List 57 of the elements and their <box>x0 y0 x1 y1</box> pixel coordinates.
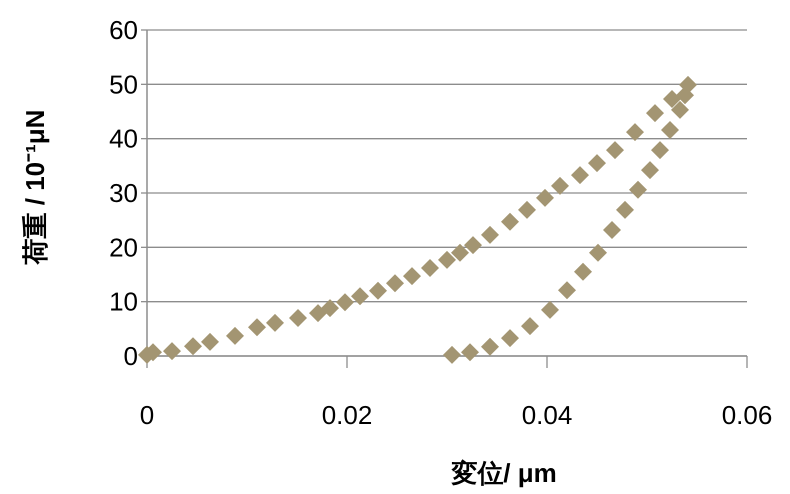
point <box>646 104 664 122</box>
point <box>501 212 519 231</box>
point <box>629 180 647 199</box>
point <box>226 326 244 345</box>
y-tick-label: 40 <box>109 124 138 154</box>
point <box>521 317 539 336</box>
point <box>481 338 499 356</box>
point <box>481 226 499 244</box>
point <box>201 332 219 351</box>
point <box>518 200 536 219</box>
point <box>651 141 669 160</box>
point <box>351 287 369 306</box>
point <box>661 120 679 139</box>
point <box>541 300 559 319</box>
x-axis-title: 変位/ μm <box>450 458 557 488</box>
y-axis-title: 荷重 / 10⁻¹μN <box>20 110 50 266</box>
point <box>551 176 569 195</box>
y-tick-label: 50 <box>109 69 138 100</box>
x-tick-label: 0.02 <box>322 400 372 430</box>
point <box>501 329 519 348</box>
point <box>464 236 482 254</box>
x-tick-label: 0.04 <box>522 400 572 430</box>
point <box>671 100 689 119</box>
point <box>443 346 461 364</box>
y-tick-label: 30 <box>109 178 138 208</box>
point <box>421 258 439 277</box>
y-tick-label: 0 <box>124 341 138 371</box>
y-tick-label: 60 <box>109 15 138 45</box>
point <box>626 123 644 142</box>
point <box>163 342 181 360</box>
point <box>309 304 327 322</box>
point <box>536 188 554 207</box>
point <box>438 250 456 269</box>
point <box>641 161 659 180</box>
point <box>588 154 606 172</box>
point <box>574 262 592 281</box>
point <box>321 299 339 318</box>
point <box>369 282 387 300</box>
point <box>386 274 404 292</box>
point <box>606 141 624 160</box>
y-tick-label: 20 <box>109 232 138 262</box>
x-tick-label: 0.06 <box>722 400 772 430</box>
point <box>248 318 266 336</box>
point <box>451 244 469 262</box>
point <box>663 90 681 108</box>
point <box>589 244 607 262</box>
point <box>336 293 354 312</box>
point <box>289 308 307 327</box>
point <box>571 166 589 184</box>
point <box>403 267 421 286</box>
point <box>461 343 479 362</box>
point <box>558 281 576 300</box>
point <box>184 337 202 356</box>
y-tick-label: 10 <box>109 286 138 317</box>
point <box>266 314 284 332</box>
point <box>603 220 621 239</box>
point <box>616 200 634 219</box>
